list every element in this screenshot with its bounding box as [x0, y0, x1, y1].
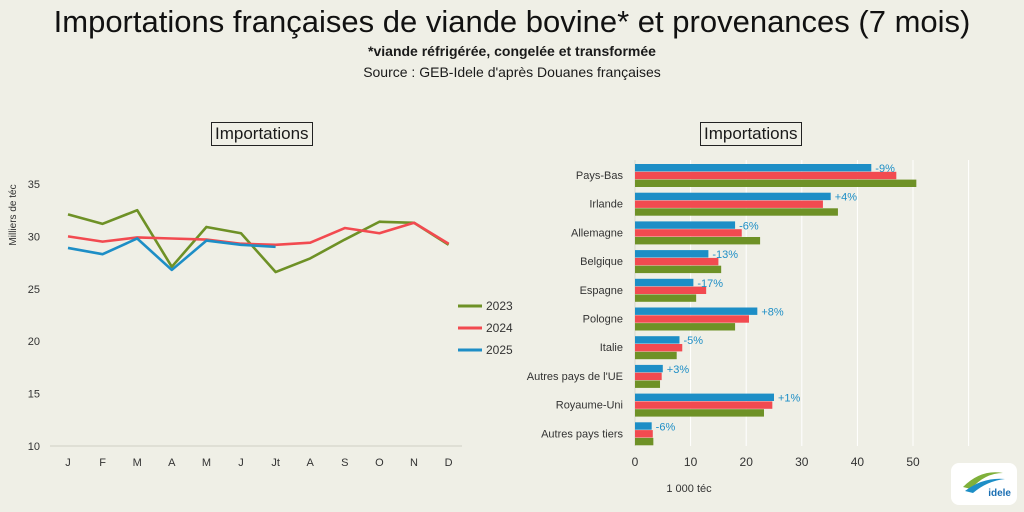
bar-2023: [635, 409, 764, 417]
bar-pct-change-label: -17%: [697, 278, 723, 290]
bar-2023: [635, 294, 697, 302]
bar-2023: [635, 265, 722, 274]
logo-text: idele: [988, 488, 1011, 499]
bar-2024: [635, 171, 897, 180]
bar-2023: [635, 208, 838, 216]
bar-category-label: Espagne: [580, 285, 623, 297]
bar-category-label: Italie: [600, 342, 623, 354]
page-title: Importations françaises de viande bovine…: [53, 4, 971, 39]
bar-category-label: Royaume-Uni: [556, 400, 623, 412]
bar-pct-change-label: -13%: [712, 249, 738, 261]
bar-x-tick-label: 20: [740, 455, 754, 469]
bar-2023: [635, 437, 654, 446]
idele-logo: idele: [951, 463, 1017, 505]
line-x-tick-label: F: [99, 457, 106, 469]
bar-2025: [635, 164, 872, 172]
bar-2023: [635, 351, 677, 360]
bar-2025: [635, 336, 680, 344]
line-x-tick-label: M: [202, 457, 211, 469]
bar-2025: [635, 422, 652, 430]
line-x-tick-label: A: [307, 457, 315, 469]
bar-pct-change-label: +3%: [667, 364, 690, 376]
bar-category-label: Pologne: [583, 314, 623, 326]
bar-2023: [635, 323, 736, 331]
legend-label-2024: 2024: [486, 321, 513, 335]
bar-pct-change-label: +8%: [761, 307, 784, 319]
bar-2024: [635, 344, 683, 352]
bar-2024: [635, 372, 662, 381]
bar-2025: [635, 278, 694, 287]
series-line-2023: [67, 208, 450, 274]
logo-swoosh-icon: [963, 472, 1005, 493]
bar-2023: [635, 237, 761, 245]
bar-2025: [635, 364, 663, 373]
bar-category-label: Pays-Bas: [576, 170, 624, 182]
line-y-axis-label: Milliers de téc: [8, 184, 19, 245]
bar-category-label: Autres pays tiers: [541, 428, 623, 440]
series-line-2025: [67, 237, 276, 272]
bar-pct-change-label: -5%: [683, 335, 703, 347]
line-chart-title: Importations: [211, 122, 313, 146]
bar-pct-change-label: +1%: [778, 393, 801, 405]
source-note: Source : GEB-Idele d'après Douanes franç…: [363, 64, 661, 80]
line-x-tick-label: N: [410, 457, 418, 469]
bar-2025: [635, 393, 774, 401]
line-x-tick-label: Jt: [271, 457, 280, 469]
legend-label-2025: 2025: [486, 343, 513, 357]
bar-chart-title: Importations: [700, 122, 802, 146]
line-y-tick-label: 35: [28, 179, 40, 191]
bar-category-label: Belgique: [580, 256, 623, 268]
page-subtitle: *viande réfrigérée, congelée et transfor…: [368, 43, 656, 59]
bar-x-tick-label: 50: [906, 455, 920, 469]
bar-category-label: Autres pays de l'UE: [527, 371, 623, 383]
bar-2024: [635, 401, 773, 409]
line-x-tick-label: M: [133, 457, 142, 469]
bar-2024: [635, 257, 719, 266]
line-y-tick-label: 15: [28, 389, 40, 401]
line-x-tick-label: D: [445, 457, 453, 469]
bar-category-label: Allemagne: [571, 227, 623, 239]
line-x-tick-label: O: [375, 457, 384, 469]
bar-2024: [635, 315, 749, 323]
bar-pct-change-label: -6%: [739, 220, 759, 232]
legend-label-2023: 2023: [486, 299, 513, 313]
bar-x-tick-label: 0: [632, 455, 639, 469]
line-x-tick-label: S: [341, 457, 348, 469]
bar-2024: [635, 229, 742, 237]
bar-2024: [635, 286, 707, 294]
line-y-tick-label: 10: [28, 441, 40, 453]
line-y-tick-label: 30: [28, 231, 40, 243]
bar-2023: [635, 179, 917, 187]
bar-2025: [635, 221, 736, 229]
line-x-tick-label: A: [168, 457, 176, 469]
bar-x-tick-label: 40: [851, 455, 865, 469]
bar-2025: [635, 250, 709, 258]
bar-2025: [635, 192, 831, 201]
bar-pct-change-label: -6%: [656, 421, 676, 433]
bar-category-label: Irlande: [589, 199, 623, 211]
bar-x-tick-label: 10: [684, 455, 698, 469]
bar-2024: [635, 430, 653, 438]
bar-2023: [635, 380, 661, 388]
bar-pct-change-label: +4%: [835, 192, 858, 204]
bar-x-tick-label: 30: [795, 455, 809, 469]
bar-pct-change-label: -9%: [875, 163, 895, 175]
bar-2025: [635, 307, 758, 315]
series-line-2024: [67, 221, 450, 247]
line-y-tick-label: 20: [28, 336, 40, 348]
bar-2024: [635, 200, 823, 208]
line-x-tick-label: J: [238, 457, 244, 469]
bar-x-axis-label: 1 000 téc: [666, 483, 712, 495]
line-y-tick-label: 25: [28, 284, 40, 296]
line-x-tick-label: J: [65, 457, 71, 469]
